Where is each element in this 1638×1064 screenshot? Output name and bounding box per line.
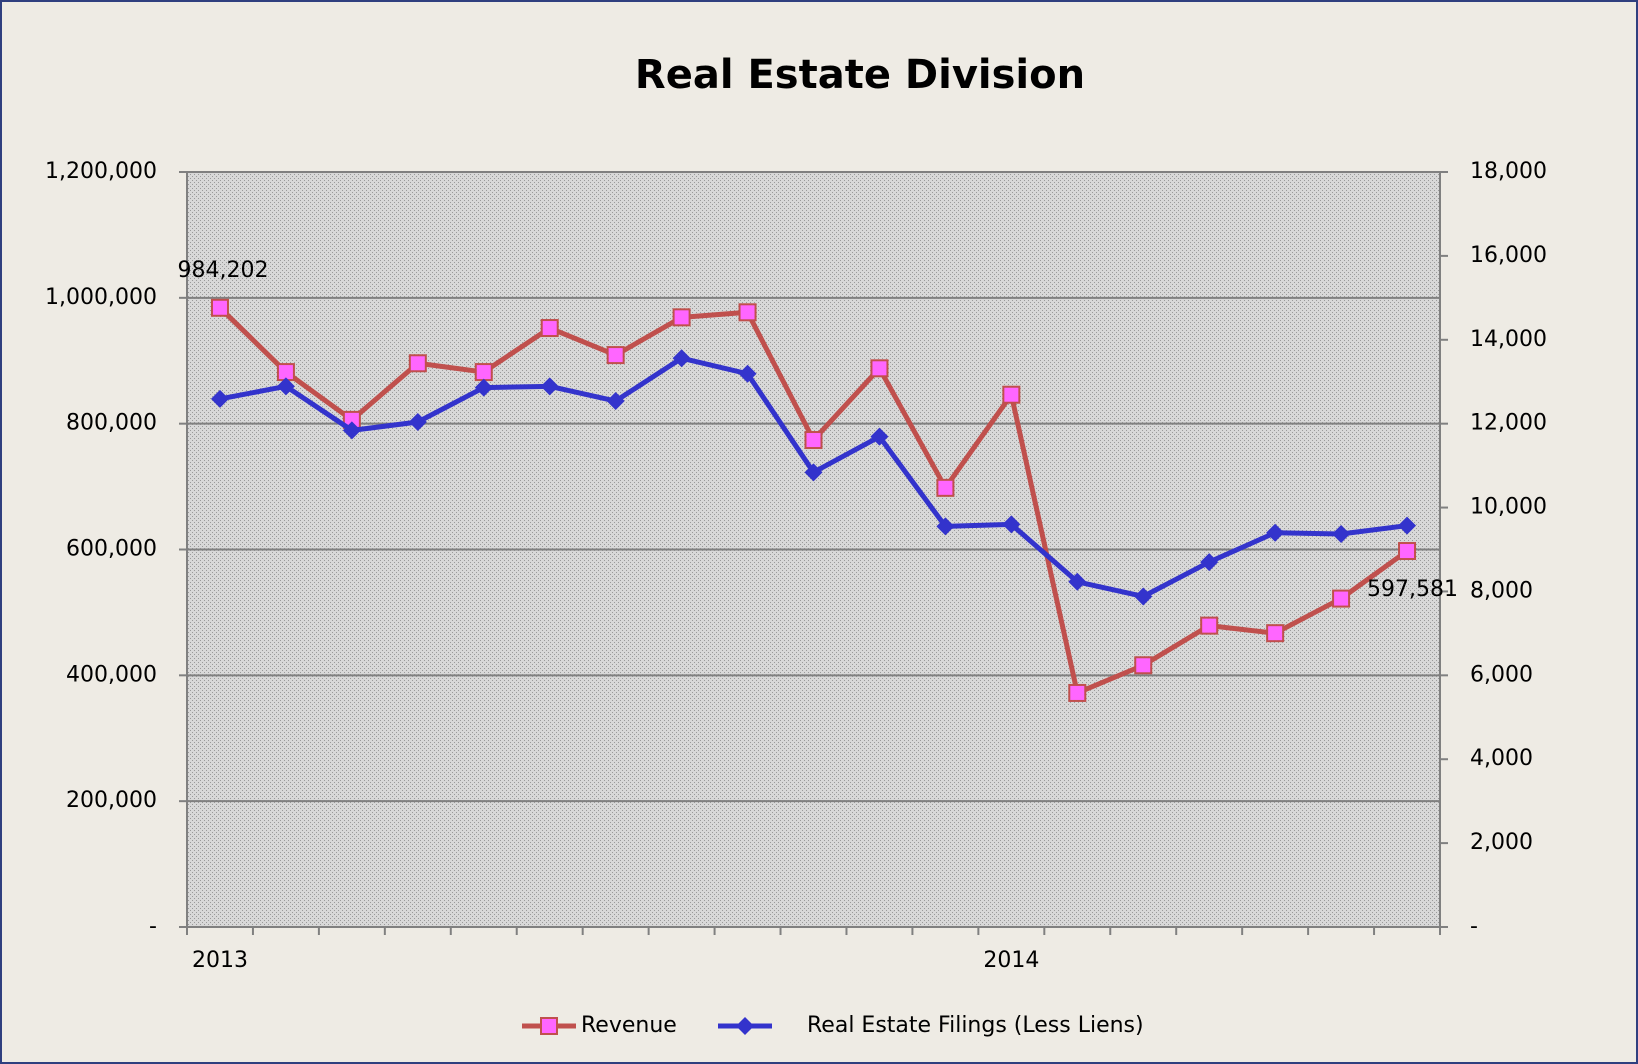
point-marker xyxy=(210,389,229,408)
point-marker xyxy=(1068,683,1087,702)
point-marker xyxy=(342,421,361,440)
point-marker xyxy=(606,392,625,411)
point-marker xyxy=(210,298,229,317)
point-marker xyxy=(672,349,691,368)
point-marker xyxy=(1002,515,1021,534)
point-marker xyxy=(540,319,559,338)
y-tick-label: 1,000,000 xyxy=(45,285,157,310)
point-marker xyxy=(870,359,889,378)
point-marker xyxy=(1266,624,1285,643)
y2-tick-label: 10,000 xyxy=(1470,495,1547,520)
y-tick-label: 1,200,000 xyxy=(45,159,157,184)
point-marker xyxy=(1002,385,1021,404)
point-marker xyxy=(1134,587,1153,606)
y2-tick-label: 4,000 xyxy=(1470,746,1533,771)
point-marker xyxy=(276,377,295,396)
y2-tick-label: - xyxy=(1470,914,1478,939)
point-marker xyxy=(540,377,559,396)
point-marker xyxy=(1200,553,1219,572)
legend-label: Real Estate Filings (Less Liens) xyxy=(807,1013,1144,1038)
data-label: 597,581 xyxy=(1367,577,1458,602)
y-tick-label: 400,000 xyxy=(66,662,157,687)
point-marker xyxy=(936,478,955,497)
legend-marker xyxy=(540,1017,558,1035)
point-marker xyxy=(804,431,823,450)
y-tick-label: 200,000 xyxy=(66,788,157,813)
point-marker xyxy=(1332,524,1351,543)
x-tick-label: 2014 xyxy=(983,948,1039,973)
y2-tick-label: 12,000 xyxy=(1470,411,1547,436)
point-marker xyxy=(1200,616,1219,635)
point-marker xyxy=(672,308,691,327)
y-tick-label: 800,000 xyxy=(66,411,157,436)
chart-title: Real Estate Division xyxy=(635,52,1085,98)
point-marker xyxy=(1398,516,1417,535)
point-marker xyxy=(474,378,493,397)
y-tick-label: 600,000 xyxy=(66,537,157,562)
point-marker xyxy=(408,354,427,373)
point-marker xyxy=(870,427,889,446)
point-marker xyxy=(738,364,757,383)
y2-tick-label: 8,000 xyxy=(1470,578,1533,603)
point-marker xyxy=(1332,589,1351,608)
point-marker xyxy=(606,346,625,365)
y2-tick-label: 16,000 xyxy=(1470,243,1547,268)
y2-tick-label: 6,000 xyxy=(1470,662,1533,687)
point-marker xyxy=(804,463,823,482)
point-marker xyxy=(1398,542,1417,561)
y2-tick-label: 2,000 xyxy=(1470,830,1533,855)
point-marker xyxy=(1068,572,1087,591)
point-marker xyxy=(408,412,427,431)
point-marker xyxy=(1266,523,1285,542)
y-tick-label: - xyxy=(149,914,157,939)
point-marker xyxy=(936,517,955,536)
data-label: 984,202 xyxy=(177,258,268,283)
x-tick-label: 2013 xyxy=(192,948,248,973)
point-marker xyxy=(1134,656,1153,675)
point-marker xyxy=(738,303,757,322)
point-marker xyxy=(474,363,493,382)
y2-tick-label: 18,000 xyxy=(1470,159,1547,184)
y2-tick-label: 14,000 xyxy=(1470,327,1547,352)
marks xyxy=(210,298,1417,702)
legend-label: Revenue xyxy=(581,1013,677,1038)
legend-marker xyxy=(736,1017,754,1035)
